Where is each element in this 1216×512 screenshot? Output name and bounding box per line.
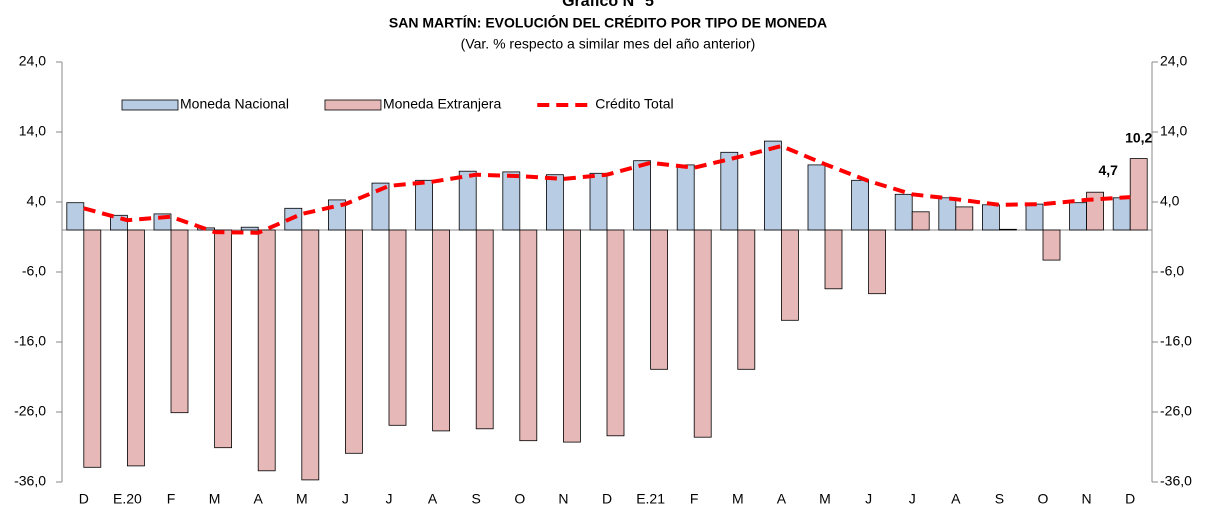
x-tick-label: D bbox=[602, 491, 612, 507]
chart-note: (Var. % respecto a similar mes del año a… bbox=[461, 36, 756, 52]
y2-tick-label: 24,0 bbox=[1160, 53, 1187, 69]
x-tick-label: O bbox=[514, 491, 525, 507]
bar bbox=[546, 174, 564, 231]
y-tick-label: 24,0 bbox=[19, 53, 46, 69]
bar bbox=[170, 229, 189, 414]
bar bbox=[868, 229, 886, 295]
bar bbox=[693, 229, 712, 438]
x-tick-label: M bbox=[732, 491, 744, 507]
x-tick-label: A bbox=[951, 491, 961, 507]
y-tick-label: -36,0 bbox=[14, 473, 46, 489]
bar bbox=[458, 170, 477, 231]
y2-tick-label: 4,0 bbox=[1160, 193, 1180, 209]
bar bbox=[606, 229, 625, 437]
y2-tick-label: 14,0 bbox=[1160, 123, 1187, 139]
legend-label: Crédito Total bbox=[595, 96, 673, 112]
bar bbox=[1025, 203, 1044, 231]
bar bbox=[764, 140, 782, 231]
bar bbox=[127, 229, 145, 467]
chart-title: Gráfico N° 5 bbox=[562, 0, 654, 10]
bar bbox=[1086, 191, 1104, 231]
y2-tick-label: -6,0 bbox=[1160, 263, 1184, 279]
bar bbox=[240, 226, 259, 231]
x-tick-label: M bbox=[819, 491, 831, 507]
bar bbox=[894, 193, 913, 231]
bar bbox=[955, 206, 974, 231]
bar bbox=[371, 182, 390, 231]
bar bbox=[781, 229, 799, 321]
bar bbox=[415, 179, 434, 231]
y-tick-label: -26,0 bbox=[14, 403, 46, 419]
bar bbox=[982, 204, 1000, 231]
bar bbox=[589, 172, 608, 231]
x-tick-label: M bbox=[209, 491, 221, 507]
x-tick-label: A bbox=[428, 491, 438, 507]
y2-tick-label: -16,0 bbox=[1160, 333, 1192, 349]
y-tick-label: -6,0 bbox=[22, 263, 46, 279]
x-tick-label: J bbox=[909, 491, 916, 507]
bar bbox=[720, 151, 739, 231]
bar bbox=[214, 229, 233, 449]
bar bbox=[301, 229, 320, 481]
x-tick-label: D bbox=[79, 491, 89, 507]
legend-label: Moneda Nacional bbox=[180, 96, 289, 112]
x-tick-label: N bbox=[558, 491, 568, 507]
bar bbox=[66, 202, 85, 231]
x-tick-label: E.21 bbox=[636, 491, 665, 507]
chart-subtitle: SAN MARTÍN: EVOLUCIÓN DEL CRÉDITO POR TI… bbox=[389, 14, 827, 31]
value-label: 10,2 bbox=[1125, 129, 1152, 145]
x-tick-label: J bbox=[386, 491, 393, 507]
x-tick-label: O bbox=[1038, 491, 1049, 507]
x-tick-label: N bbox=[1082, 491, 1092, 507]
bar bbox=[824, 229, 843, 290]
bar bbox=[851, 179, 869, 231]
x-tick-label: E.20 bbox=[113, 491, 142, 507]
legend-swatch bbox=[324, 99, 382, 111]
x-tick-label: A bbox=[777, 491, 787, 507]
x-tick-label: M bbox=[296, 491, 308, 507]
bar bbox=[257, 229, 276, 472]
bar bbox=[1069, 202, 1087, 231]
bar bbox=[999, 228, 1017, 231]
bar bbox=[807, 164, 826, 231]
bar bbox=[475, 229, 494, 430]
x-tick-label: A bbox=[254, 491, 264, 507]
bar bbox=[676, 164, 695, 231]
value-label: 4,7 bbox=[1098, 162, 1118, 178]
y-tick-label: 4,0 bbox=[27, 193, 47, 209]
x-tick-label: S bbox=[472, 491, 481, 507]
x-tick-label: D bbox=[1125, 491, 1135, 507]
y-tick-label: 14,0 bbox=[19, 123, 46, 139]
bar bbox=[737, 229, 756, 370]
bar bbox=[1042, 229, 1061, 261]
legend-label: Moneda Extranjera bbox=[383, 96, 502, 112]
bar bbox=[1129, 158, 1148, 231]
x-tick-label: J bbox=[865, 491, 872, 507]
bar bbox=[563, 229, 581, 443]
y2-tick-label: -36,0 bbox=[1160, 473, 1192, 489]
bar bbox=[83, 229, 102, 468]
line-series bbox=[83, 143, 1131, 235]
x-tick-label: F bbox=[690, 491, 699, 507]
y2-tick-label: -26,0 bbox=[1160, 403, 1192, 419]
legend-swatch bbox=[121, 99, 179, 111]
bar bbox=[1112, 197, 1131, 231]
bar bbox=[502, 171, 521, 231]
bar bbox=[650, 229, 668, 370]
x-tick-label: F bbox=[167, 491, 176, 507]
bar bbox=[388, 229, 407, 426]
bar bbox=[633, 160, 651, 231]
bar bbox=[911, 211, 930, 231]
bar bbox=[432, 229, 451, 432]
bar bbox=[519, 229, 538, 442]
x-tick-label: S bbox=[995, 491, 1004, 507]
y-tick-label: -16,0 bbox=[14, 333, 46, 349]
x-tick-label: J bbox=[342, 491, 349, 507]
bar bbox=[938, 197, 957, 231]
bar bbox=[344, 229, 363, 454]
